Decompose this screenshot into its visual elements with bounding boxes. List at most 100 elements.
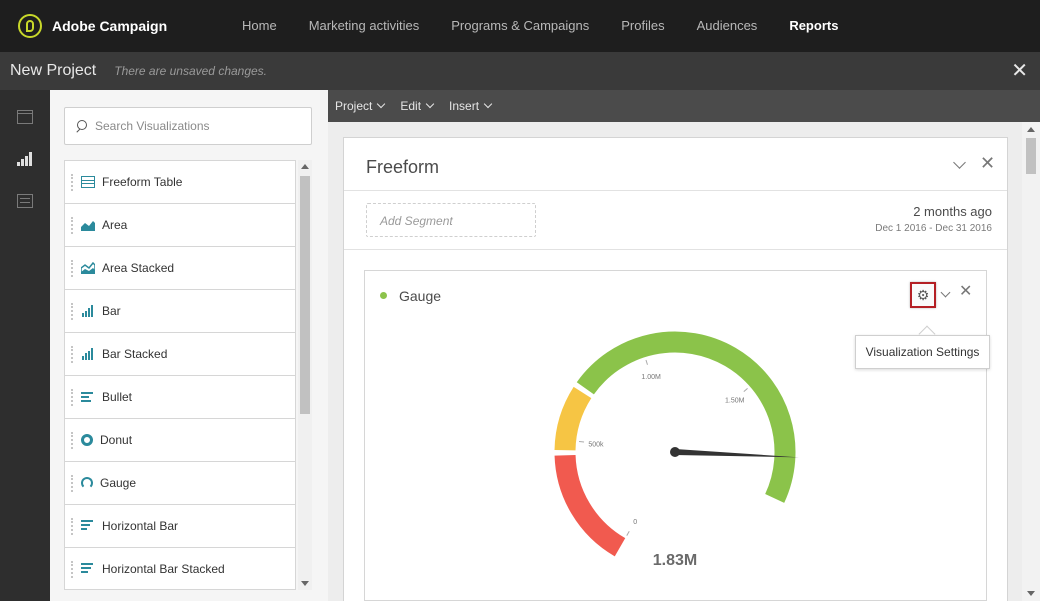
top-navigation: Adobe Campaign Home Marketing activities P… xyxy=(0,0,1040,52)
visualization-item-bar[interactable]: Bar xyxy=(64,289,296,332)
brand-name: Adobe Campaign xyxy=(52,18,168,34)
visualization-item-label: Horizontal Bar Stacked xyxy=(102,561,225,576)
collapse-chevron-icon[interactable] xyxy=(953,156,966,169)
scroll-down-arrow-icon[interactable] xyxy=(301,581,309,586)
gauge-tick-label: 1.00M xyxy=(641,374,661,381)
nav-menu: Home Marketing activities Programs & Campa… xyxy=(226,0,854,52)
nav-item-marketing-activities[interactable]: Marketing activities xyxy=(308,18,420,33)
gauge-tick-label: 0 xyxy=(633,519,637,526)
visualization-item-freeform-table[interactable]: Freeform Table xyxy=(64,160,296,203)
visualization-item-bullet[interactable]: Bullet xyxy=(64,375,296,418)
chevron-down-icon xyxy=(483,99,493,109)
toolbar-menu-label: Insert xyxy=(449,99,480,113)
visualization-list: Freeform Table Area Area Stacked Bar Bar Sta… xyxy=(64,160,296,590)
bar-stacked-icon xyxy=(81,348,95,360)
gauge-needle-hub xyxy=(670,447,680,457)
nav-item-profiles[interactable]: Profiles xyxy=(621,18,665,33)
visualization-item-label: Donut xyxy=(100,433,133,447)
unsaved-changes-status: There are unsaved changes. xyxy=(114,64,268,78)
divider xyxy=(344,249,1007,250)
brand[interactable]: Adobe Campaign xyxy=(18,14,208,38)
gauge-visualization: Gauge ⚙ ✕ xyxy=(364,270,987,601)
drag-handle-icon[interactable] xyxy=(71,432,73,449)
status-dot xyxy=(380,292,387,299)
gauge-tick-label: 1.50M xyxy=(725,398,745,405)
drag-handle-icon[interactable] xyxy=(71,561,73,578)
drag-handle-icon[interactable] xyxy=(71,260,73,277)
drag-handle-icon[interactable] xyxy=(71,217,73,234)
area-stacked-icon xyxy=(81,262,95,274)
drag-handle-icon[interactable] xyxy=(71,346,73,363)
toolbar-menu-insert[interactable]: Insert xyxy=(449,99,493,113)
visualization-item-bar-stacked[interactable]: Bar Stacked xyxy=(64,332,296,375)
visualizations-panel: Freeform Table Area Area Stacked Bar Bar Sta… xyxy=(50,90,328,601)
gauge-tick xyxy=(579,440,585,443)
scrollbar-thumb[interactable] xyxy=(300,176,310,414)
visualization-item-label: Horizontal Bar xyxy=(102,519,179,533)
gauge-band-0 xyxy=(554,454,626,557)
visualizations-icon[interactable] xyxy=(17,152,33,166)
freeform-title: Freeform xyxy=(366,157,440,177)
visualization-item-label: Area xyxy=(102,218,128,232)
nav-item-reports[interactable]: Reports xyxy=(789,18,839,33)
close-panel-icon[interactable]: ✕ xyxy=(980,153,996,173)
components-icon[interactable] xyxy=(17,194,33,208)
scroll-down-arrow-icon[interactable] xyxy=(1027,591,1035,596)
visualization-item-horizontal-bar-stacked[interactable]: Horizontal Bar Stacked xyxy=(64,547,296,590)
visualization-item-area[interactable]: Area xyxy=(64,203,296,246)
gauge-band-2 xyxy=(576,331,796,503)
gear-icon[interactable]: ⚙ xyxy=(910,282,936,308)
toolbar-menu-edit[interactable]: Edit xyxy=(400,99,435,113)
horizontal-bar-icon xyxy=(81,520,95,532)
chevron-down-icon xyxy=(377,99,386,109)
visualization-item-donut[interactable]: Donut xyxy=(64,418,296,461)
gauge-tick xyxy=(645,359,648,365)
panel-icon[interactable] xyxy=(17,110,33,124)
scroll-up-arrow-icon[interactable] xyxy=(1027,127,1035,132)
collapse-chevron-icon[interactable] xyxy=(940,287,951,298)
drag-handle-icon[interactable] xyxy=(71,475,73,492)
donut-chart-icon xyxy=(81,434,93,446)
project-bar: New Project There are unsaved changes. ✕ xyxy=(0,52,1040,90)
date-relative[interactable]: 2 months ago xyxy=(913,204,992,219)
visualization-item-gauge[interactable]: Gauge xyxy=(64,461,296,504)
nav-item-programs-campaigns[interactable]: Programs & Campaigns xyxy=(451,18,590,33)
gauge-tick xyxy=(626,530,630,536)
visualization-settings-tooltip: Visualization Settings xyxy=(855,335,990,369)
divider xyxy=(344,190,1007,191)
gauge-tick-label: 500k xyxy=(588,441,604,448)
chevron-down-icon xyxy=(425,99,435,109)
project-title: New Project xyxy=(10,62,97,79)
workspace-scrollbar[interactable] xyxy=(1022,122,1040,601)
project-toolbar: Project Edit Insert xyxy=(328,90,1040,122)
add-segment-dropzone[interactable]: Add Segment xyxy=(366,203,536,237)
scroll-up-arrow-icon[interactable] xyxy=(301,164,309,169)
nav-item-home[interactable]: Home xyxy=(242,18,277,33)
left-rail xyxy=(0,90,50,601)
date-range[interactable]: Dec 1 2016 - Dec 31 2016 xyxy=(875,223,992,234)
gauge-needle xyxy=(674,449,799,458)
visualization-item-horizontal-bar[interactable]: Horizontal Bar xyxy=(64,504,296,547)
search-box[interactable] xyxy=(64,107,312,145)
drag-handle-icon[interactable] xyxy=(71,389,73,406)
search-visualizations-input[interactable] xyxy=(95,119,305,133)
drag-handle-icon[interactable] xyxy=(71,174,73,191)
drag-handle-icon[interactable] xyxy=(71,303,73,320)
scrollbar-thumb[interactable] xyxy=(1026,138,1036,174)
drag-handle-icon[interactable] xyxy=(71,518,73,535)
toolbar-menu-label: Edit xyxy=(400,99,422,113)
bullet-chart-icon xyxy=(81,391,95,403)
close-icon[interactable]: ✕ xyxy=(1011,60,1028,82)
visualization-item-area-stacked[interactable]: Area Stacked xyxy=(64,246,296,289)
toolbar-menu-project[interactable]: Project xyxy=(335,99,386,113)
visualization-item-label: Area Stacked xyxy=(102,261,175,275)
visualization-item-label: Freeform Table xyxy=(102,175,183,189)
freeform-table-icon xyxy=(81,176,95,188)
visualization-list-scrollbar[interactable] xyxy=(298,160,312,590)
area-chart-icon xyxy=(81,221,95,231)
close-visualization-icon[interactable]: ✕ xyxy=(959,283,973,300)
nav-item-audiences[interactable]: Audiences xyxy=(696,18,758,33)
gauge-icon xyxy=(81,477,93,489)
bar-chart-icon xyxy=(81,305,95,317)
visualization-item-label: Bar Stacked xyxy=(102,347,168,361)
